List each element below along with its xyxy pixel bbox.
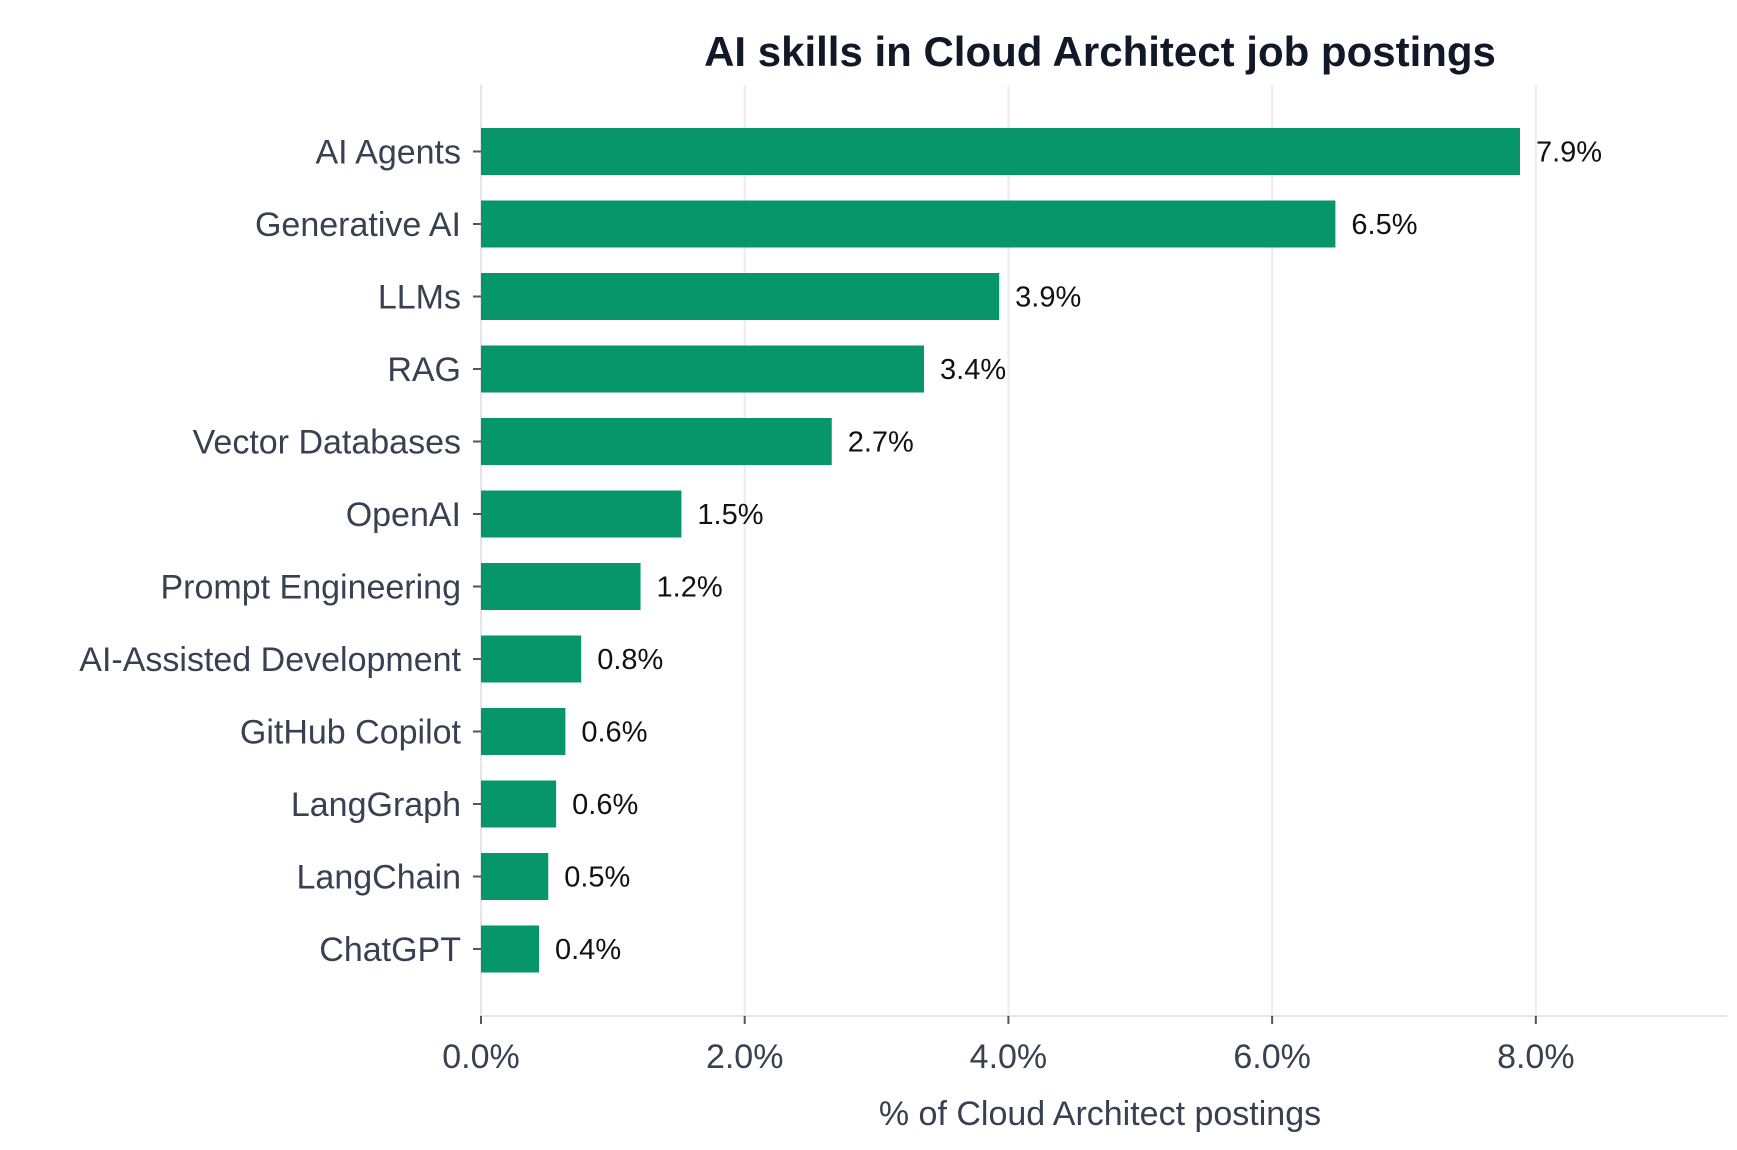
category-label: RAG — [387, 351, 461, 389]
value-label: 7.9% — [1536, 137, 1602, 169]
category-label: GitHub Copilot — [240, 714, 462, 752]
bar-langgraph — [481, 780, 557, 828]
value-label: 0.6% — [581, 717, 647, 749]
value-label: 3.9% — [1015, 282, 1081, 314]
bar-openai — [481, 490, 682, 538]
value-label: 0.6% — [572, 789, 638, 821]
bar-langchain — [481, 853, 549, 900]
value-label: 1.2% — [657, 572, 723, 604]
value-label: 1.5% — [697, 499, 763, 531]
x-tick-label: 8.0% — [1497, 1038, 1575, 1076]
bar-generative-ai — [481, 200, 1336, 248]
bar-prompt-engineering — [481, 563, 641, 610]
category-label: LangGraph — [291, 786, 461, 824]
bars — [481, 128, 1520, 973]
bar-llms — [481, 273, 1000, 320]
bar-ai-assisted-development — [481, 635, 582, 683]
category-label: LLMs — [378, 279, 461, 317]
category-label: AI-Assisted Development — [79, 641, 461, 679]
value-label: 3.4% — [940, 354, 1006, 386]
bar-rag — [481, 345, 925, 393]
value-label: 0.8% — [597, 644, 663, 676]
value-label: 6.5% — [1351, 209, 1417, 241]
x-tick-label: 0.0% — [442, 1038, 520, 1076]
labels: 0.0% 2.0% 4.0% 6.0% 8.0% AI Agents 7.9% Generat… — [79, 134, 1602, 1077]
category-label: Generative AI — [255, 206, 461, 244]
category-label: AI Agents — [315, 134, 461, 172]
value-label: 0.5% — [564, 862, 630, 894]
category-label: Vector Databases — [193, 424, 461, 462]
bar-ai-agents — [481, 128, 1520, 175]
x-tick-label: 6.0% — [1233, 1038, 1311, 1076]
category-label: OpenAI — [346, 496, 461, 534]
value-label: 0.4% — [555, 934, 621, 966]
category-label: LangChain — [297, 859, 461, 897]
bar-vector-databases — [481, 418, 832, 465]
x-tick-label: 2.0% — [706, 1038, 784, 1076]
value-label: 2.7% — [848, 427, 914, 459]
category-label: Prompt Engineering — [160, 569, 461, 607]
bar-github-copilot — [481, 708, 566, 755]
chart-title: AI skills in Cloud Architect job posting… — [704, 28, 1496, 75]
x-axis-title: % of Cloud Architect postings — [879, 1095, 1321, 1133]
bar-chatgpt — [481, 925, 540, 973]
x-tick-label: 4.0% — [970, 1038, 1048, 1076]
category-label: ChatGPT — [319, 931, 461, 969]
